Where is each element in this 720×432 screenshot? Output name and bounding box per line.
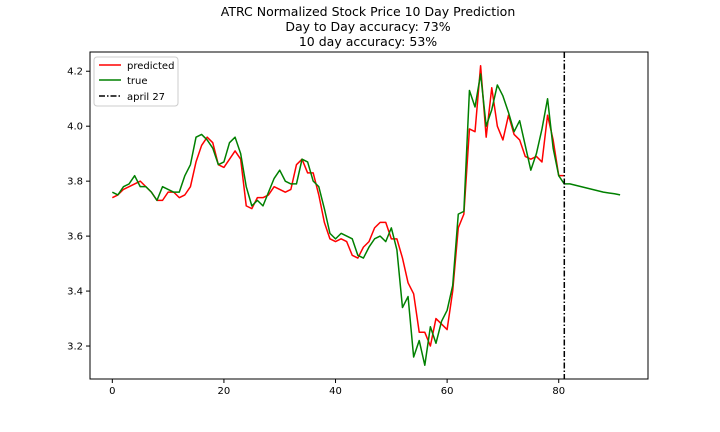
y-tick-label-3: 3.8: [67, 177, 83, 188]
chart-subtitle-2: 10 day accuracy: 53%: [299, 34, 437, 49]
y-tick-label-2: 3.6: [67, 232, 83, 243]
series-line-true: [111, 73, 621, 367]
x-tick-label-20: 20: [218, 386, 231, 397]
y-tick-label-4: 4.0: [67, 122, 83, 133]
series-line-predicted: [111, 64, 565, 347]
x-tick-label-80: 80: [552, 386, 565, 397]
y-tick-label-0: 3.2: [67, 342, 83, 353]
legend-label-true: true: [127, 76, 148, 87]
axes: 0 20 40 60 80 3.2 3.4 3.6 3.8 4.0 4.2: [67, 51, 649, 397]
plot-area: [111, 52, 621, 379]
chart-subtitle-1: Day to Day accuracy: 73%: [285, 19, 450, 34]
legend: predicted true april 27: [93, 56, 179, 107]
y-tick-label-1: 3.4: [67, 287, 83, 298]
legend-box: [93, 56, 179, 107]
x-tick-label-0: 0: [109, 386, 115, 397]
x-tick-label-40: 40: [329, 386, 342, 397]
x-tick-label-60: 60: [441, 386, 454, 397]
chart-title: ATRC Normalized Stock Price 10 Day Predi…: [221, 4, 516, 19]
legend-label-predicted: predicted: [127, 61, 174, 72]
axes-frame: [89, 51, 649, 380]
y-tick-label-5: 4.2: [67, 67, 83, 78]
legend-label-april-27: april 27: [127, 92, 165, 103]
